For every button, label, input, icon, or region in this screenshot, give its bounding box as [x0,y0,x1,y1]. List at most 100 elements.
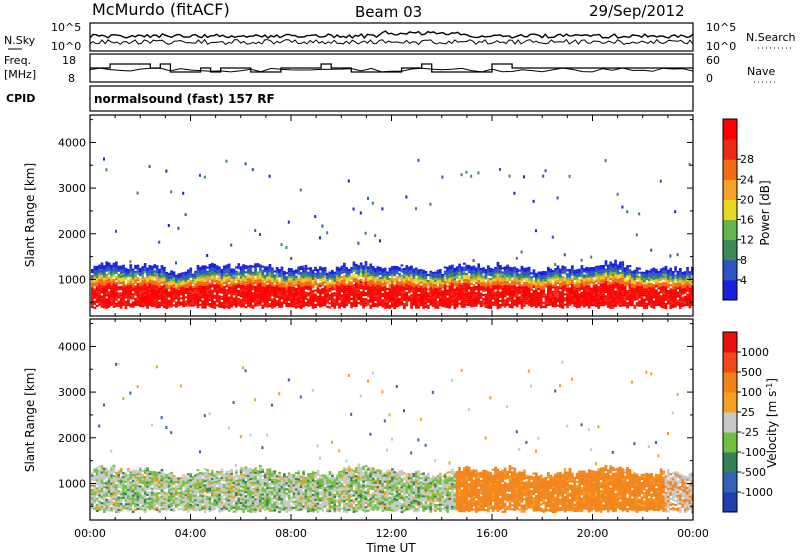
heatmap-cell [441,273,445,277]
heatmap-cell [383,284,387,287]
heatmap-cell [160,302,164,305]
heatmap-cell [280,266,284,269]
heatmap-cell [362,269,365,272]
heatmap-cell [309,279,313,282]
heatmap-cell [172,287,176,290]
heatmap-cell [580,283,584,286]
heatmap-cell [671,293,675,296]
heatmap-cell [535,303,538,306]
heatmap-cell [506,277,509,280]
heatmap-cell [506,272,509,275]
heatmap-cell [532,304,536,307]
heatmap-cell [496,268,500,271]
heatmap-cell [170,288,173,291]
heatmap-cell [333,300,337,303]
heatmap-cell [105,486,109,489]
heatmap-cell [251,281,255,285]
heatmap-cell [650,293,653,296]
heatmap-cell [160,281,164,284]
heatmap-cell [141,276,145,279]
heatmap-cell [307,284,310,287]
heatmap-cell [297,268,301,271]
heatmap-cell [559,278,562,282]
heatmap-cell [602,285,605,288]
heatmap-cell [609,300,613,303]
heatmap-cell [467,303,471,307]
heatmap-cell [160,297,164,301]
heatmap-cell [309,295,313,299]
heatmap-cell [470,266,473,269]
heatmap-cell [422,269,425,272]
heatmap-cell [551,276,555,279]
heatmap-cell [369,275,373,278]
heatmap-cell [398,283,401,286]
heatmap-cell [631,301,634,305]
heatmap-cell [345,267,349,270]
heatmap-cell [475,271,478,274]
heatmap-cell [638,282,641,285]
heatmap-cell [475,277,478,280]
heatmap-cell [196,264,200,268]
heatmap-cell [283,287,286,290]
heatmap-cell [105,482,109,485]
heatmap-cell [525,279,529,282]
heatmap-cell [674,290,677,294]
heatmap-cell [227,286,231,289]
heatmap-cell [403,305,406,308]
heatmap-cell [179,284,183,288]
heatmap-cell [261,265,265,268]
heatmap-cell [523,271,526,275]
heatmap-cell [667,283,670,286]
heatmap-cell [638,267,641,270]
heatmap-scatter [259,232,261,236]
heatmap-cell [676,285,680,288]
heatmap-cell [671,283,675,286]
colorbar-swatch [723,119,737,140]
heatmap-cell [213,306,217,310]
heatmap-cell [424,277,428,280]
heatmap-cell [422,302,425,305]
heatmap-cell [422,290,425,293]
heatmap-cell [208,298,212,301]
heatmap-cell [494,285,497,288]
heatmap-cell [160,293,164,296]
heatmap-cell [494,301,497,305]
heatmap-cell [254,277,257,280]
y-tick-label: 1000 [58,273,86,286]
heatmap-cell [302,286,305,289]
heatmap-cell [547,299,550,302]
heatmap-cell [175,274,178,277]
heatmap-cell [314,275,317,278]
heatmap-cell [515,286,519,289]
heatmap-cell [143,283,147,286]
heatmap-cell [475,273,478,276]
heatmap-cell [172,281,176,284]
heatmap-cell [189,288,193,291]
heatmap-cell [91,277,94,280]
heatmap-cell [331,278,334,281]
heatmap-cell [314,283,317,286]
heatmap-cell [592,301,596,305]
heatmap-cell [367,284,370,288]
heatmap-cell [187,273,190,276]
heatmap-cell [511,296,514,299]
heatmap-cell [350,283,353,286]
heatmap-cell [604,284,608,288]
heatmap-cell [633,269,637,272]
heatmap-cell [369,269,373,272]
heatmap-cell [227,288,231,291]
heatmap-cell [597,286,601,289]
heatmap-cell [655,299,658,302]
heatmap-cell [520,278,524,281]
heatmap-cell [415,290,418,293]
heatmap-cell [547,277,550,280]
heatmap-cell [479,292,483,295]
heatmap-cell [575,281,579,284]
heatmap-cell [196,281,200,284]
heatmap-cell [93,499,97,502]
heatmap-cell [561,294,565,297]
heatmap-cell [345,275,349,278]
heatmap-cell [266,268,269,271]
heatmap-cell [335,293,339,296]
heatmap-cell [165,304,169,307]
